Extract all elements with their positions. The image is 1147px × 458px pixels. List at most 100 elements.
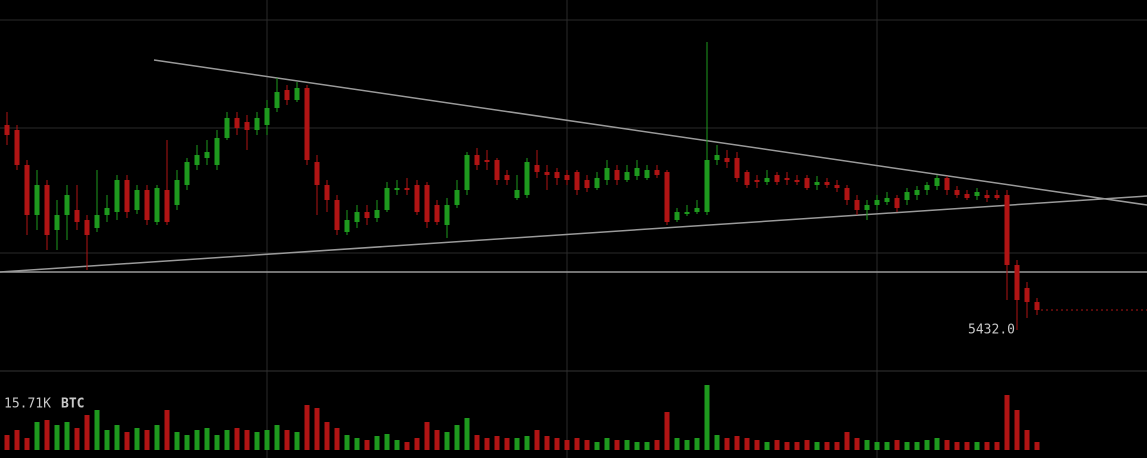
candle-body (284, 90, 290, 100)
candle-body (824, 182, 830, 185)
volume-bar (954, 442, 960, 450)
candle-body (1004, 195, 1010, 265)
volume-bar (384, 434, 390, 450)
candle-body (434, 205, 440, 222)
candle-body (64, 195, 70, 215)
volume-bar (864, 440, 870, 450)
volume-bar (834, 442, 840, 450)
candle-body (894, 198, 900, 208)
candle-body (414, 185, 420, 212)
candle-body (354, 212, 360, 222)
volume-bar (264, 430, 270, 450)
candle-body (604, 168, 610, 180)
volume-bar (734, 436, 740, 450)
candle-body (564, 175, 570, 180)
candle-body (814, 182, 820, 185)
volume-bar (34, 422, 40, 450)
volume-bar (494, 436, 500, 450)
candle-body (984, 195, 990, 198)
candle-body (804, 178, 810, 188)
candle-body (834, 185, 840, 188)
volume-bar (794, 442, 800, 450)
volume-bar (354, 438, 360, 450)
candle-body (704, 160, 710, 212)
candle-body (34, 185, 40, 215)
volume-bar (414, 438, 420, 450)
candle-body (594, 178, 600, 188)
candle-body (14, 130, 20, 165)
volume-bar (364, 440, 370, 450)
volume-bar (544, 436, 550, 450)
volume-bar (674, 438, 680, 450)
candle-body (884, 198, 890, 202)
candle-body (234, 118, 240, 128)
candle-body (674, 212, 680, 220)
volume-bar (434, 430, 440, 450)
volume-bar (924, 440, 930, 450)
candle-body (944, 178, 950, 190)
volume-bar (564, 440, 570, 450)
candle-body (1024, 288, 1030, 302)
candle-body (854, 200, 860, 210)
volume-bar (484, 438, 490, 450)
candle-body (924, 185, 930, 190)
candle-body (624, 172, 630, 180)
volume-bar (104, 430, 110, 450)
volume-bar (324, 422, 330, 450)
candle-body (774, 175, 780, 182)
volume-bar (14, 430, 20, 450)
candle-body (394, 188, 400, 190)
volume-bar (1034, 442, 1040, 450)
candle-body (334, 200, 340, 230)
volume-bar (754, 440, 760, 450)
candle-body (264, 108, 270, 125)
volume-bar (874, 442, 880, 450)
candle-body (724, 158, 730, 162)
candle-body (654, 170, 660, 175)
candle-body (864, 205, 870, 210)
volume-bar (914, 442, 920, 450)
volume-bar (74, 428, 80, 450)
volume-bar (664, 412, 670, 450)
candle-body (144, 190, 150, 220)
volume-bar (194, 430, 200, 450)
volume-bar (514, 438, 520, 450)
volume-bar (994, 442, 1000, 450)
candle-body (544, 172, 550, 175)
candle-body (554, 172, 560, 178)
candle-body (614, 170, 620, 180)
volume-bar (64, 422, 70, 450)
volume-bar (524, 436, 530, 450)
volume-bar (624, 440, 630, 450)
candle-body (484, 160, 490, 162)
candle-body (664, 172, 670, 222)
candle-body (314, 162, 320, 185)
volume-bar (174, 432, 180, 450)
volume-bar (404, 442, 410, 450)
candle-body (154, 188, 160, 222)
volume-bar (904, 442, 910, 450)
volume-bar (224, 430, 230, 450)
candle-body (904, 192, 910, 200)
candle-body (324, 185, 330, 200)
volume-bar (234, 428, 240, 450)
volume-bar (44, 420, 50, 450)
candle-body (104, 208, 110, 215)
candle-body (714, 155, 720, 160)
volume-label: 15.71K (4, 397, 51, 412)
candle-body (474, 155, 480, 165)
volume-bar (894, 440, 900, 450)
candle-body (574, 172, 580, 190)
candle-body (94, 215, 100, 228)
volume-bar (134, 428, 140, 450)
volume-bar (424, 422, 430, 450)
candle-body (1014, 265, 1020, 300)
candle-body (974, 192, 980, 196)
candle-body (794, 180, 800, 182)
trendlines (0, 59, 1147, 273)
candle-body (184, 162, 190, 185)
volume-bar (504, 438, 510, 450)
candle-body (844, 188, 850, 200)
